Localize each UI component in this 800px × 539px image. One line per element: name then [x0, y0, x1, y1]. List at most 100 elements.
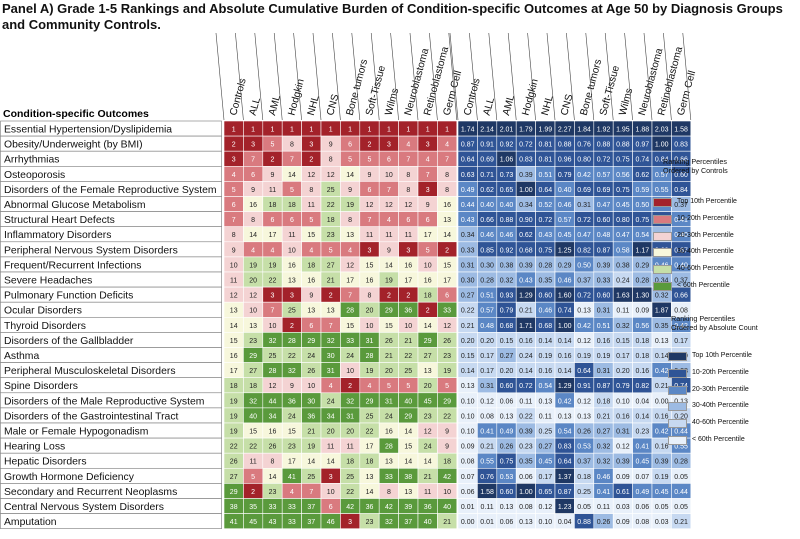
- burden-value: 0.15: [500, 338, 514, 345]
- rank-value: 4: [329, 383, 333, 390]
- rank-value: 15: [385, 323, 393, 330]
- burden-value: 0.34: [461, 232, 475, 239]
- rank-value: 17: [230, 368, 238, 375]
- rank-value: 4: [309, 247, 313, 254]
- burden-value: 0.38: [616, 262, 630, 269]
- burden-value: 0.82: [635, 383, 649, 390]
- rank-value: 1: [329, 127, 333, 134]
- rank-value: 10: [288, 247, 296, 254]
- burden-value: 0.49: [635, 489, 649, 496]
- rank-value: 14: [385, 262, 393, 269]
- burden-value: 0.17: [538, 474, 552, 481]
- rank-value: 25: [288, 308, 296, 315]
- burden-value: 0.57: [597, 172, 611, 179]
- burden-value: 1.58: [674, 127, 688, 134]
- rank-value: 1: [271, 127, 275, 134]
- burden-value: 0.18: [635, 353, 649, 360]
- title-line-1: Panel A) Grade 1-5 Rankings and Absolute…: [2, 1, 783, 16]
- burden-value: 0.19: [538, 353, 552, 360]
- rank-value: 7: [406, 157, 410, 164]
- rank-value: 2: [290, 323, 294, 330]
- burden-value: 0.17: [480, 368, 494, 375]
- rank-value: 20: [346, 429, 354, 436]
- rank-value: 17: [269, 232, 277, 239]
- rank-value: 9: [232, 247, 236, 254]
- burden-value: 0.14: [655, 353, 669, 360]
- burden-value: 0.31: [616, 429, 630, 436]
- rank-legend: Ranking Percentiles Ordered by Controls …: [653, 157, 793, 297]
- row-label: Disorders of the Gallbladder: [4, 336, 134, 347]
- rank-value: 27: [249, 368, 257, 375]
- rank-header-guide: [351, 32, 361, 121]
- burden-value: 0.51: [480, 293, 494, 300]
- burden-value: 0.17: [616, 353, 630, 360]
- rank-value: 12: [327, 172, 335, 179]
- burden-value: 0.72: [519, 383, 533, 390]
- rank-legend-label: 40-60th Percentile: [677, 265, 734, 273]
- burden-value: 0.14: [558, 368, 572, 375]
- burden-value: 0.53: [577, 444, 591, 451]
- rank-value: 8: [406, 187, 410, 194]
- burden-value: 0.46: [558, 278, 572, 285]
- burden-value: 0.88: [577, 519, 591, 526]
- burden-value: 0.11: [616, 308, 629, 315]
- rank-value: 27: [424, 353, 432, 360]
- burden-value: 0.45: [558, 232, 572, 239]
- burden-value: 0.90: [519, 217, 533, 224]
- rank-value: 18: [269, 202, 277, 209]
- row-label: Asthma: [4, 351, 39, 362]
- rank-value: 35: [249, 504, 257, 511]
- burden-value: 0.12: [538, 504, 552, 511]
- burden-value: 0.16: [538, 368, 552, 375]
- rank-value: 44: [269, 398, 277, 405]
- rank-value: 17: [443, 278, 451, 285]
- rank-value: 11: [308, 202, 315, 209]
- burden-value: 2.27: [558, 127, 572, 134]
- burden-value: 0.55: [480, 459, 494, 466]
- rank-value: 10: [443, 489, 451, 496]
- rank-value: 42: [443, 474, 451, 481]
- burden-value: 0.45: [635, 459, 649, 466]
- row-label: Hepatic Disorders: [4, 457, 87, 468]
- rank-header-guide: [293, 32, 302, 121]
- burden-value: 0.83: [558, 444, 572, 451]
- rank-value: 13: [249, 323, 257, 330]
- burden-legend-label: < 60th Percentile: [692, 436, 745, 443]
- rank-value: 14: [230, 323, 238, 330]
- rank-value: 15: [404, 444, 412, 451]
- rank-value: 29: [404, 413, 412, 420]
- rank-legend-title-line-2: Ordered by Controls: [663, 166, 728, 175]
- burden-value: 0.60: [674, 172, 688, 179]
- burden-value: 0.39: [519, 172, 533, 179]
- rank-value: 3: [271, 293, 275, 300]
- rank-value: 9: [271, 172, 275, 179]
- rank-value: 13: [288, 278, 296, 285]
- burden-value: 0.49: [500, 429, 514, 436]
- burden-value: 0.42: [674, 323, 688, 330]
- burden-value: 1.95: [616, 127, 630, 134]
- burden-value: 0.79: [558, 172, 572, 179]
- burden-legend-title: Ranking Percentiles Ordered by Absolute …: [671, 314, 758, 332]
- burden-value: 0.58: [616, 247, 630, 254]
- burden-value: 0.43: [538, 232, 552, 239]
- rank-value: 9: [445, 444, 449, 451]
- burden-value: 0.09: [461, 444, 475, 451]
- row-label: Severe Headaches: [4, 276, 92, 287]
- rank-value: 6: [368, 187, 372, 194]
- rank-column-header: AML: [267, 93, 283, 116]
- burden-value: 0.10: [616, 398, 630, 405]
- rank-column-header: Controls: [228, 77, 248, 116]
- burden-value: 0.09: [616, 474, 630, 481]
- burden-value: 0.75: [635, 217, 649, 224]
- rank-value: 18: [249, 383, 257, 390]
- burden-value: 0.75: [500, 459, 514, 466]
- burden-value: 0.69: [480, 157, 494, 164]
- rank-value: 16: [249, 202, 257, 209]
- rank-header-guide: [448, 32, 458, 121]
- burden-header-guide: [507, 32, 517, 121]
- burden-value: 0.23: [635, 429, 649, 436]
- rank-value: 32: [269, 338, 277, 345]
- burden-value: 0.88: [597, 142, 611, 149]
- rank-value: 45: [249, 519, 257, 526]
- rank-header-guide: [273, 32, 283, 121]
